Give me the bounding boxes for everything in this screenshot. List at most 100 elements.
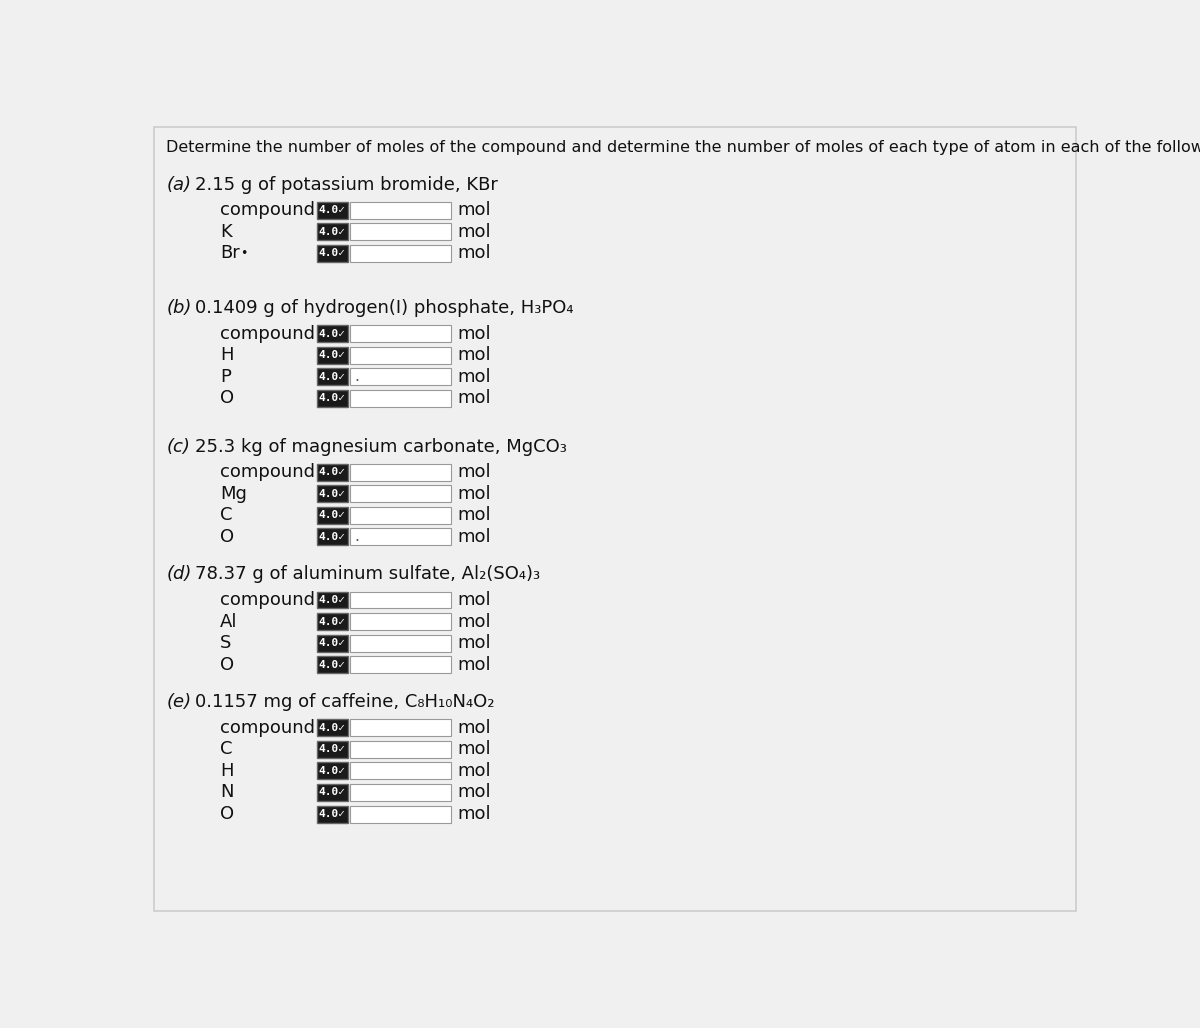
Text: .: . [355,529,360,545]
Text: O: O [220,527,234,546]
Text: mol: mol [457,719,491,737]
Text: mol: mol [457,613,491,630]
Text: compound: compound [220,591,314,609]
Bar [317,591,348,609]
Bar [317,763,348,779]
Bar [317,346,348,364]
Text: 4.0✓: 4.0✓ [319,372,346,381]
Text: C: C [220,740,233,759]
Text: mol: mol [457,740,491,759]
Bar [317,806,348,822]
Text: compound: compound [220,201,314,219]
Bar [350,464,451,481]
Text: 4.0✓: 4.0✓ [319,766,346,776]
Text: mol: mol [457,805,491,823]
Text: mol: mol [457,656,491,673]
Text: mol: mol [457,762,491,780]
Text: 4.0✓: 4.0✓ [319,394,346,403]
Bar [350,763,451,779]
Text: 2.15 g of potassium bromide, KBr: 2.15 g of potassium bromide, KBr [194,176,498,193]
Bar [317,634,348,652]
Bar [317,201,348,219]
Text: 4.0✓: 4.0✓ [319,510,346,520]
Text: 0.1157 mg of caffeine, C₈H₁₀N₄O₂: 0.1157 mg of caffeine, C₈H₁₀N₄O₂ [194,693,494,711]
Bar [350,656,451,673]
Text: (b): (b) [167,299,192,317]
Bar [350,390,451,407]
Text: H: H [220,762,233,780]
Bar [350,591,451,609]
Text: 4.0✓: 4.0✓ [319,249,346,258]
Bar [317,528,348,545]
Text: Determine the number of moles of the compound and determine the number of moles : Determine the number of moles of the com… [166,140,1200,155]
Bar [317,720,348,736]
Text: 4.0✓: 4.0✓ [319,660,346,669]
Text: mol: mol [457,485,491,503]
Text: 4.0✓: 4.0✓ [319,723,346,733]
Text: mol: mol [457,634,491,652]
Text: mol: mol [457,527,491,546]
Text: 4.0✓: 4.0✓ [319,595,346,605]
Text: 4.0✓: 4.0✓ [319,531,346,542]
Bar [317,507,348,523]
Bar [350,507,451,523]
Bar [350,325,451,342]
Text: mol: mol [457,591,491,609]
Bar [350,346,451,364]
Text: Mg: Mg [220,485,247,503]
Bar [350,528,451,545]
Bar [350,634,451,652]
Text: compound: compound [220,719,314,737]
Bar [317,741,348,758]
Text: mol: mol [457,507,491,524]
Bar [350,368,451,386]
Text: H: H [220,346,233,364]
Bar [350,201,451,219]
Bar [317,368,348,386]
Bar [350,245,451,262]
Text: 4.0✓: 4.0✓ [319,809,346,819]
Text: 4.0✓: 4.0✓ [319,744,346,755]
Text: mol: mol [457,201,491,219]
Text: •: • [236,247,248,260]
Text: mol: mol [457,245,491,262]
Text: compound: compound [220,464,314,481]
Bar [350,806,451,822]
Bar [317,325,348,342]
Text: O: O [220,805,234,823]
Bar [317,613,348,630]
Text: compound: compound [220,325,314,342]
Text: Al: Al [220,613,238,630]
Text: 4.0✓: 4.0✓ [319,617,346,626]
Text: C: C [220,507,233,524]
Text: (c): (c) [167,438,191,455]
Text: 4.0✓: 4.0✓ [319,206,346,216]
Text: (a): (a) [167,176,192,193]
Bar [317,245,348,262]
Text: mol: mol [457,223,491,241]
Bar [317,464,348,481]
Bar [317,485,348,503]
Text: O: O [220,390,234,407]
Text: mol: mol [457,325,491,342]
Text: 4.0✓: 4.0✓ [319,227,346,236]
Bar [350,741,451,758]
Text: 4.0✓: 4.0✓ [319,488,346,499]
Bar [350,485,451,503]
Bar [317,784,348,801]
Text: 4.0✓: 4.0✓ [319,329,346,338]
Text: 0.1409 g of hydrogen(I) phosphate, H₃PO₄: 0.1409 g of hydrogen(I) phosphate, H₃PO₄ [194,299,574,317]
Text: mol: mol [457,368,491,386]
Text: Br: Br [220,245,240,262]
Bar [350,223,451,241]
Bar [317,656,348,673]
Text: mol: mol [457,783,491,802]
Text: 4.0✓: 4.0✓ [319,787,346,798]
Text: K: K [220,223,232,241]
Text: 4.0✓: 4.0✓ [319,638,346,648]
Text: mol: mol [457,346,491,364]
Text: mol: mol [457,464,491,481]
Text: 78.37 g of aluminum sulfate, Al₂(SO₄)₃: 78.37 g of aluminum sulfate, Al₂(SO₄)₃ [194,565,540,583]
Text: (d): (d) [167,565,192,583]
Text: P: P [220,368,230,386]
